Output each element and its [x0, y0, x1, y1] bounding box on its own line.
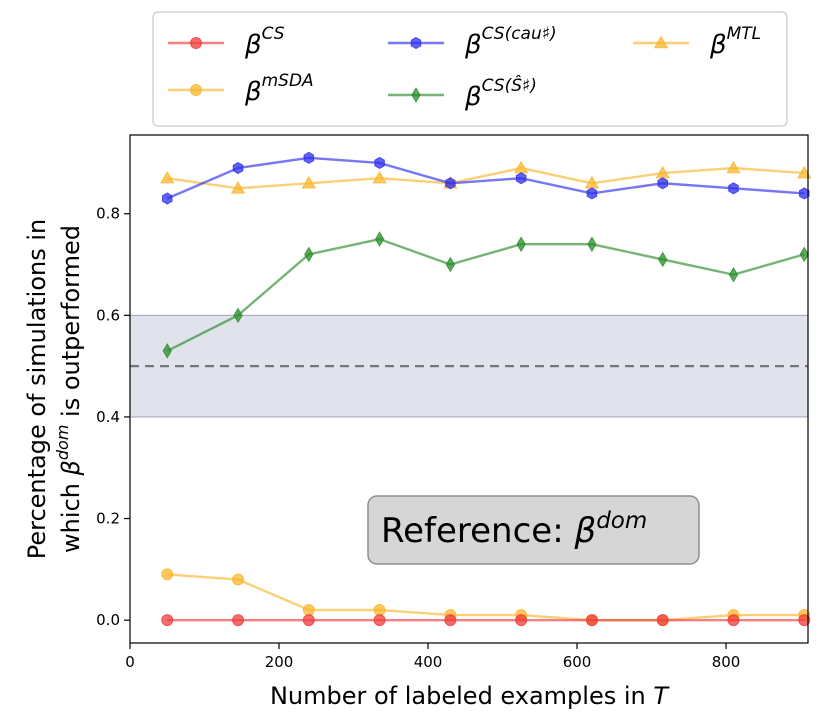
data-point	[657, 177, 668, 190]
data-point	[373, 603, 386, 616]
y-tick-label: 0.8	[96, 205, 120, 223]
data-point	[653, 35, 669, 49]
data-point	[232, 161, 244, 175]
legend-label-base: β	[709, 30, 727, 60]
series-line	[167, 166, 805, 190]
data-point	[162, 343, 172, 359]
data-point	[374, 231, 385, 247]
data-point	[303, 151, 315, 164]
x-tick-label: 800	[712, 653, 741, 671]
legend-label-base: β	[244, 77, 262, 107]
y-tick-label: 0.0	[96, 611, 120, 629]
y-axis: 0.0 0.2 0.4 0.6 0.8	[96, 205, 130, 629]
data-point	[586, 187, 598, 200]
data-point	[161, 614, 174, 627]
data-point	[728, 266, 739, 283]
y-axis-label-line1: Percentage of simulations in	[23, 219, 51, 560]
x-tick-label: 400	[414, 653, 443, 671]
data-point	[585, 614, 598, 627]
data-point	[190, 84, 202, 96]
data-point	[799, 187, 810, 200]
legend-label: βmSDA	[244, 71, 314, 107]
series-cscau	[161, 151, 810, 205]
data-point	[190, 37, 202, 49]
annotation-box	[367, 495, 700, 565]
data-point	[445, 256, 456, 273]
data-point	[374, 156, 385, 170]
data-point	[515, 614, 528, 627]
data-point	[232, 614, 245, 627]
data-point	[658, 251, 668, 268]
data-point	[444, 614, 457, 627]
data-point	[232, 573, 245, 586]
data-point	[656, 614, 669, 627]
legend-frame	[152, 11, 788, 127]
legend-label-base: β	[464, 82, 482, 112]
y-tick-label: 0.6	[96, 306, 120, 324]
y-tick-label: 0.2	[96, 510, 120, 528]
series-layer	[160, 151, 812, 627]
legend-label-sup: CS(cau♯)	[482, 24, 557, 44]
x-tick-label: 200	[265, 653, 294, 671]
series-line	[167, 573, 805, 622]
data-point	[161, 192, 173, 205]
data-point	[515, 172, 527, 185]
data-point	[798, 614, 811, 627]
x-tick-label: 600	[563, 653, 592, 671]
legend-item: βCS(cau♯)	[388, 24, 557, 60]
legend-item: βMTL	[633, 24, 761, 60]
series-line	[166, 156, 805, 200]
data-point	[302, 603, 315, 616]
data-point	[727, 614, 740, 627]
x-axis-label: Number of labeled examples in T	[270, 682, 670, 710]
plot-frame	[129, 134, 809, 644]
data-point	[799, 246, 809, 263]
data-point	[301, 175, 316, 189]
data-point	[516, 236, 526, 253]
x-tick-label: 0	[125, 653, 135, 671]
legend-item: βmSDA	[168, 71, 314, 107]
y-axis-label-line2: which βdom is outperformed	[53, 225, 85, 553]
data-point	[233, 307, 243, 324]
data-point	[445, 177, 456, 190]
legend-label: βCS	[244, 24, 285, 60]
legend-item: βCS	[168, 24, 285, 60]
data-point	[230, 181, 246, 194]
legend-label-sup: CS(Ŝ♯)	[482, 74, 537, 96]
legend-item: βCS(Ŝ♯)	[388, 74, 537, 112]
legend-label-sup: mSDA	[262, 71, 314, 91]
y-axis-label: Percentage of simulations in which βdom …	[23, 219, 85, 560]
data-point	[373, 614, 386, 627]
data-point	[726, 160, 741, 174]
data-point	[728, 182, 739, 195]
y-tick-label: 0.4	[96, 408, 120, 426]
annotation-text: Reference: βdom	[381, 508, 647, 551]
x-axis: 0 200 400 600 800	[125, 643, 740, 671]
data-point	[302, 614, 315, 627]
data-point	[587, 236, 597, 253]
legend-label-sup: MTL	[727, 24, 762, 44]
data-point	[160, 170, 175, 184]
legend-label-base: β	[244, 30, 262, 60]
data-point	[372, 170, 387, 184]
series-cs	[162, 231, 809, 359]
legend-label: βCS(Ŝ♯)	[464, 74, 537, 112]
data-point	[161, 568, 174, 581]
legend-label-sup: CS	[262, 24, 285, 44]
data-point	[411, 87, 421, 103]
legend-label: βCS(cau♯)	[464, 24, 557, 60]
series-cs	[161, 614, 811, 627]
data-point	[410, 36, 422, 50]
data-point	[304, 246, 314, 263]
legend-label-base: β	[464, 30, 482, 60]
legend-label: βMTL	[709, 24, 761, 60]
reference-annotation: Reference: βdom	[367, 495, 700, 565]
series-line	[166, 237, 805, 352]
